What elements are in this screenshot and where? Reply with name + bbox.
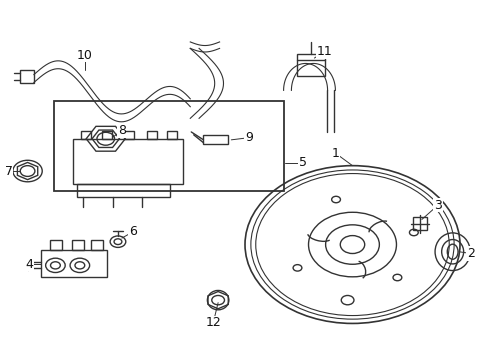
Bar bbox=[20, 69, 34, 83]
Text: 10: 10 bbox=[77, 49, 93, 62]
Bar bbox=[203, 135, 228, 144]
Text: 6: 6 bbox=[129, 225, 137, 238]
Bar bbox=[102, 131, 112, 139]
Text: 9: 9 bbox=[245, 131, 253, 144]
Text: 2: 2 bbox=[467, 247, 475, 260]
Bar bbox=[297, 54, 325, 76]
Bar bbox=[91, 240, 103, 250]
Bar bbox=[54, 101, 284, 191]
Text: 12: 12 bbox=[205, 316, 221, 329]
Circle shape bbox=[410, 229, 418, 236]
Bar bbox=[73, 139, 183, 184]
Bar bbox=[77, 184, 170, 197]
Text: 11: 11 bbox=[316, 45, 332, 58]
Text: 8: 8 bbox=[118, 124, 126, 137]
Bar bbox=[81, 131, 91, 139]
Bar bbox=[49, 240, 62, 250]
Circle shape bbox=[293, 265, 302, 271]
Bar bbox=[72, 240, 84, 250]
Text: 3: 3 bbox=[434, 199, 442, 212]
Bar bbox=[147, 131, 157, 139]
Text: 5: 5 bbox=[299, 156, 307, 169]
Bar bbox=[167, 131, 176, 139]
Circle shape bbox=[332, 196, 341, 203]
Bar bbox=[124, 131, 134, 139]
Text: 1: 1 bbox=[331, 147, 340, 159]
Text: 7: 7 bbox=[4, 165, 13, 177]
Text: 4: 4 bbox=[25, 258, 33, 271]
Bar bbox=[41, 250, 107, 277]
Circle shape bbox=[393, 274, 402, 281]
